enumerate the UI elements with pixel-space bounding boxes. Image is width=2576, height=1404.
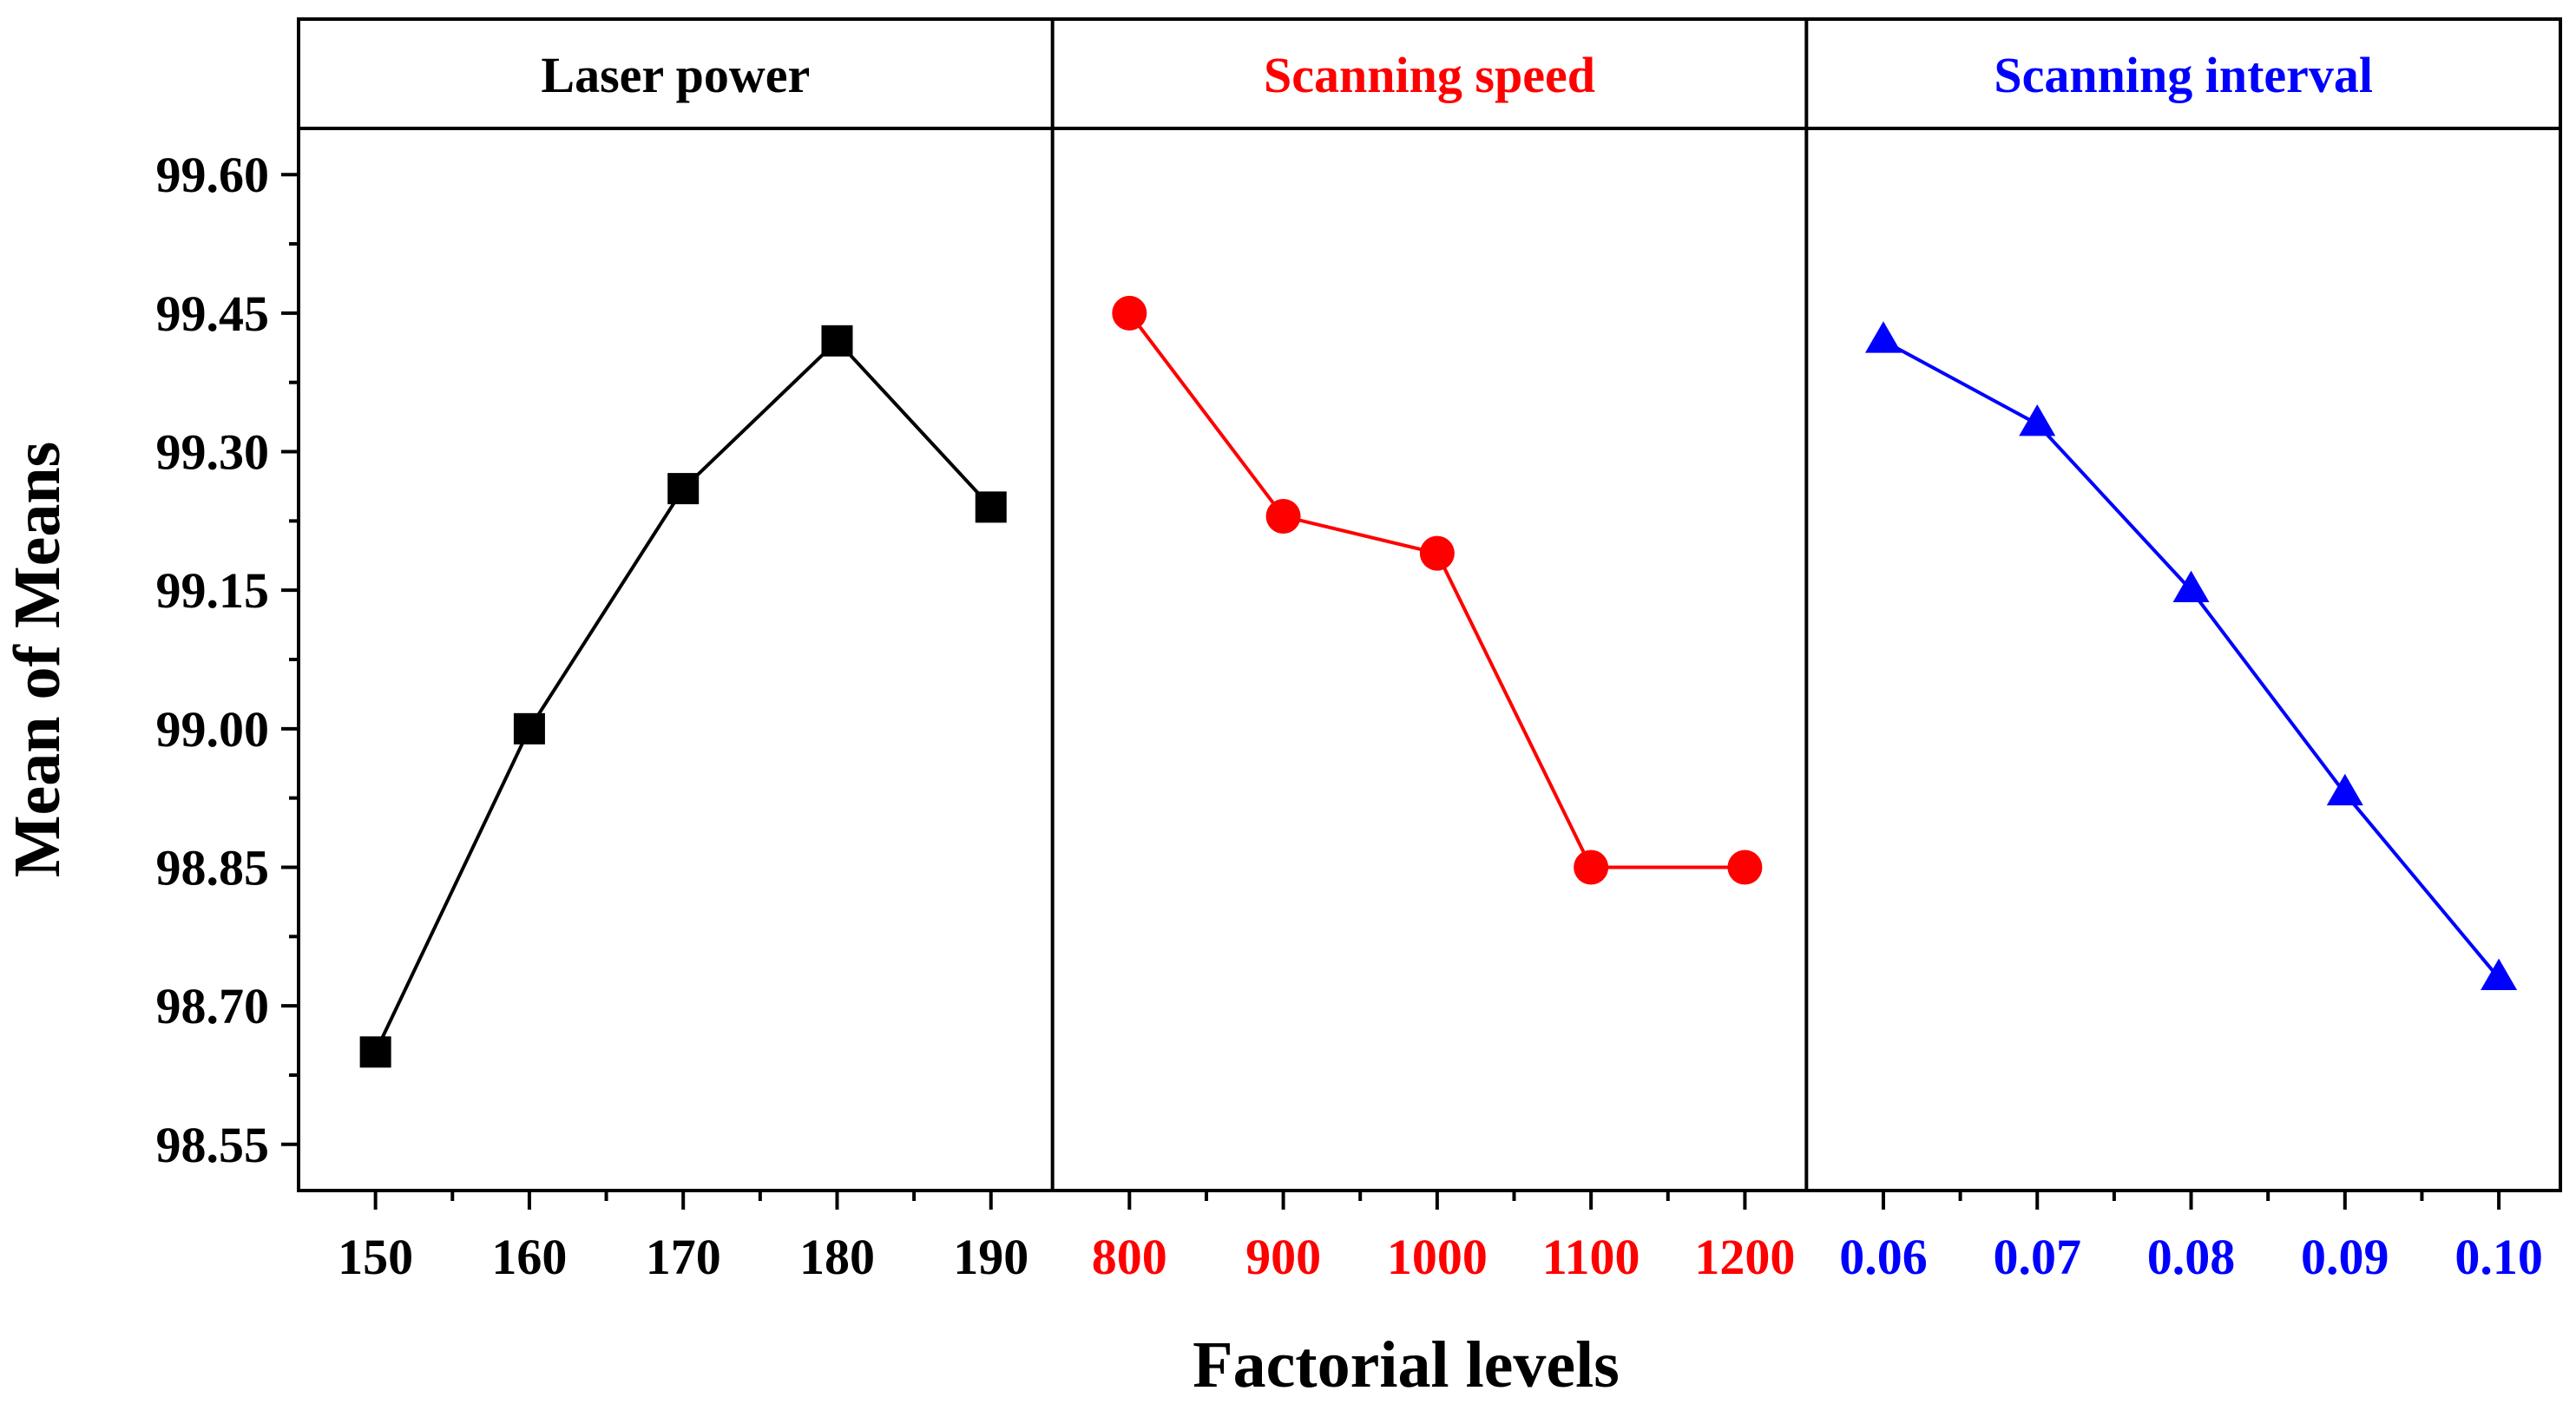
x-tick-label: 800: [1092, 1229, 1167, 1285]
y-tick-label: 99.00: [156, 701, 270, 758]
y-tick-label: 98.70: [156, 978, 270, 1034]
data-point: [1727, 850, 1763, 885]
data-point: [2019, 404, 2056, 436]
x-tick-label: 150: [338, 1229, 413, 1285]
x-tick-label: 160: [491, 1229, 567, 1285]
x-axis-title: Factorial levels: [1193, 1329, 1620, 1401]
panel-title-laser-power: Laser power: [541, 47, 810, 103]
x-tick-label: 900: [1245, 1229, 1321, 1285]
panel-scanning-interval: Scanning interval 0.06 0.07 0.08 0.09 0.10: [1839, 47, 2543, 1285]
panel-laser-power: Laser power 150 160 170 180 190: [338, 47, 1028, 1285]
x-tick-label: 190: [953, 1229, 1028, 1285]
data-point: [821, 325, 853, 357]
data-point: [513, 712, 545, 745]
y-axis: 98.55 98.70 98.85 99.00 99.15 99.30 99.45 99.60: [156, 147, 299, 1173]
data-point: [1864, 321, 1902, 353]
series-line-scanning-speed: [1127, 312, 1745, 869]
x-tick-label: 0.08: [2147, 1229, 2236, 1285]
plot-border: [297, 17, 2562, 1192]
y-tick-label: 99.60: [156, 147, 270, 203]
y-tick-label: 98.55: [156, 1117, 270, 1173]
y-tick-label: 98.85: [156, 839, 270, 896]
plot-frame: [297, 17, 2562, 1192]
data-point: [2172, 570, 2210, 602]
panels: Laser power 150 160 170 180 190 Scanning speed…: [338, 47, 2543, 1285]
x-tick-label: 0.06: [1839, 1229, 1928, 1285]
x-tick-label: 0.09: [2301, 1229, 2389, 1285]
data-point: [1265, 499, 1301, 535]
panel-title-scanning-speed: Scanning speed: [1264, 47, 1595, 103]
x-tick-label: 1000: [1387, 1229, 1488, 1285]
data-point: [2326, 773, 2363, 806]
y-tick-label: 99.15: [156, 562, 270, 619]
data-point: [359, 1036, 391, 1068]
y-tick-label: 99.30: [156, 424, 270, 481]
x-tick-label: 180: [799, 1229, 875, 1285]
data-point: [667, 473, 700, 505]
y-tick-label: 99.45: [156, 285, 270, 342]
series-line-scanning-interval: [1883, 339, 2500, 980]
x-tick-label: 0.10: [2454, 1229, 2543, 1285]
data-point: [975, 491, 1007, 523]
data-point: [1112, 295, 1147, 331]
data-point: [1419, 535, 1455, 571]
panel-scanning-speed: Scanning speed 800 900 1000 1100 1200: [1092, 47, 1796, 1285]
panel-title-scanning-interval: Scanning interval: [1994, 47, 2373, 103]
data-point: [1574, 850, 1609, 885]
x-tick-label: 1100: [1542, 1229, 1640, 1285]
x-tick-label: 0.07: [1994, 1229, 2082, 1285]
x-tick-label: 170: [646, 1229, 721, 1285]
x-tick-label: 1200: [1694, 1229, 1795, 1285]
series-line-laser-power: [373, 338, 993, 1053]
data-point: [2481, 958, 2518, 991]
y-axis-title: Mean of Means: [1, 442, 74, 877]
